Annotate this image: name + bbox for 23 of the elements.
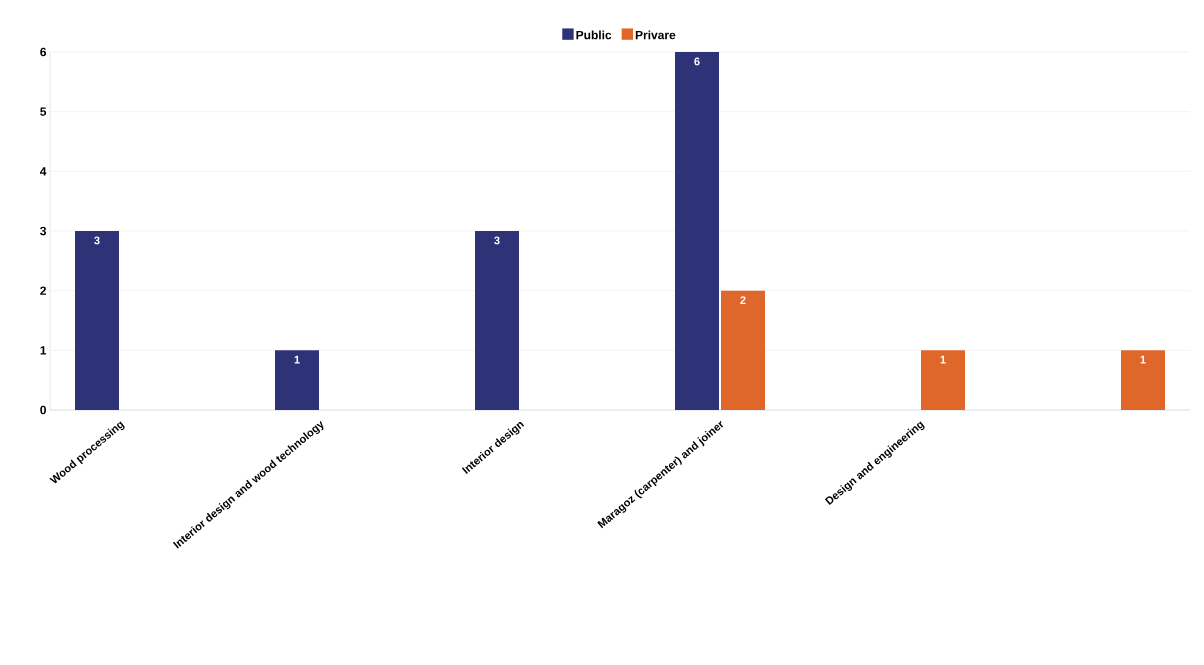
- data-label: 1: [1140, 355, 1146, 364]
- data-label: 1: [940, 355, 946, 364]
- data-label: 1: [294, 355, 300, 364]
- y-tick-label: 3: [40, 226, 47, 236]
- y-tick-label: 2: [40, 286, 46, 295]
- data-label: 3: [94, 236, 100, 245]
- bar: [675, 52, 719, 410]
- bar: [721, 290, 765, 410]
- y-tick-label: 0: [40, 405, 46, 415]
- legend-label: Public: [576, 30, 612, 40]
- data-label: 2: [740, 296, 746, 304]
- bar: [921, 350, 965, 410]
- y-tick-label: 1: [40, 346, 47, 355]
- legend-label: Privare: [635, 30, 676, 40]
- y-tick-label: 6: [40, 47, 47, 57]
- data-label: 6: [694, 57, 700, 66]
- bar: [75, 231, 119, 410]
- data-label: 3: [494, 236, 500, 245]
- bar: [1120, 350, 1165, 410]
- bar: [475, 231, 519, 410]
- y-tick-label: 5: [40, 107, 47, 116]
- y-tick-label: 4: [39, 167, 47, 176]
- bar: [275, 350, 319, 410]
